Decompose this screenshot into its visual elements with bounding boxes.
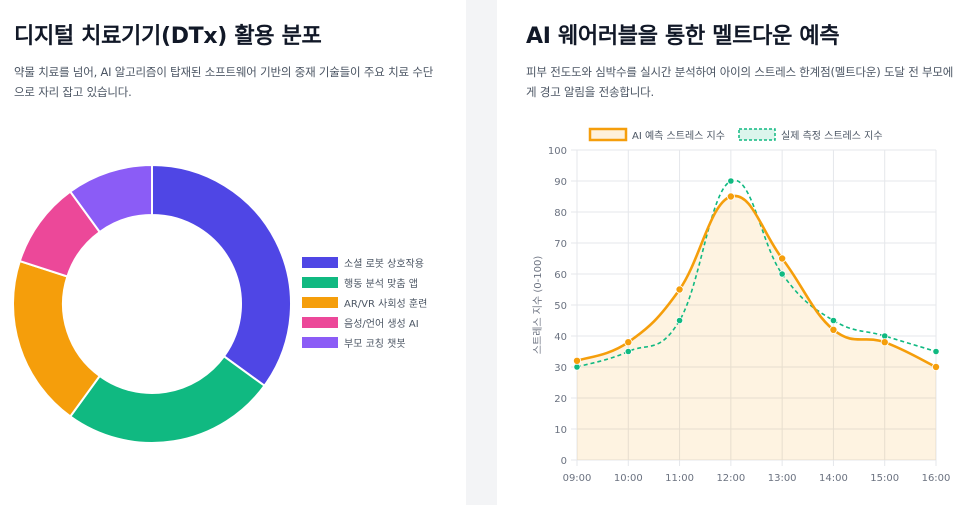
y-tick-label: 90: [554, 177, 567, 188]
x-tick-label: 09:00: [563, 473, 592, 484]
predicted-point-1: [573, 356, 582, 365]
actual-point-2: [624, 347, 632, 356]
legend-predicted-label: AI 예측 스트레스 지수: [632, 130, 725, 142]
predicted-point-8: [931, 362, 940, 371]
actual-point-8: [932, 347, 940, 356]
legend-actual-label: 실제 측정 스트레스 지수: [781, 130, 883, 142]
actual-point-3: [675, 316, 684, 325]
actual-point-4: [727, 177, 735, 185]
predicted-series-line: [576, 194, 937, 369]
legend-swatch-2: [302, 277, 338, 288]
actual-series-line: [576, 179, 937, 368]
predicted-point-7: [880, 338, 889, 347]
legend-predicted-swatch: [588, 127, 628, 142]
y-tick-label: 30: [554, 363, 567, 374]
meltdown-description: 피부 전도도와 심박수를 실시간 분석하여 아이의 스트레스 한계점(멜트다운)…: [526, 65, 954, 99]
y-tick-label: 20: [554, 394, 567, 405]
legend-swatch-1: [302, 257, 338, 268]
predicted-area-fill: [577, 195, 936, 461]
stress-line-chart: 0 10 20 30 40 50 60 70 80 90 100 09:00 10:00 11:00 12:…: [532, 127, 951, 484]
predicted-point-6: [829, 325, 838, 334]
y-tick-label: 100: [548, 146, 567, 157]
meltdown-title: AI 웨어러블을 통한 멜트다운 예측: [526, 24, 840, 49]
x-tick-label: 16:00: [922, 473, 951, 484]
actual-point-5: [778, 270, 786, 278]
distribution-description: 약물 치료를 넘어, AI 알고리즘이 탑재된 소프트웨어 기반의 중재 기술들…: [14, 65, 434, 99]
legend-label-4: 음성/언어 생성 AI: [344, 318, 419, 330]
x-tick-label: 12:00: [716, 473, 745, 484]
donut-slice-2: [68, 354, 266, 444]
legend-actual-swatch: [738, 128, 776, 141]
y-tick-label: 0: [561, 456, 567, 467]
y-tick-label: 60: [554, 270, 567, 281]
x-tick-label: 11:00: [665, 473, 694, 484]
donut-slice-3: [12, 259, 102, 418]
distribution-panel: 디지털 치료기기(DTx) 활용 분포 약물 치료를 넘어, AI 알고리즘이 …: [0, 0, 466, 505]
x-tick-label: 13:00: [768, 473, 797, 484]
actual-point-6: [829, 316, 838, 325]
meltdown-panel: AI 웨어러블을 통한 멜트다운 예측 피부 전도도와 심박수를 실시간 분석하…: [497, 0, 975, 505]
distribution-title: 디지털 치료기기(DTx) 활용 분포: [14, 24, 322, 49]
predicted-point-2: [624, 338, 633, 347]
y-tick-label: 40: [554, 332, 567, 343]
y-tick-label: 10: [554, 425, 567, 436]
x-tick-label: 15:00: [870, 473, 899, 484]
donut-slice-1: [151, 163, 292, 388]
legend-label-5: 부모 코칭 챗봇: [344, 338, 406, 350]
legend-label-3: AR/VR 사회성 훈련: [344, 297, 427, 310]
legend-label-1: 소셜 로봇 상호작용: [344, 258, 424, 270]
predicted-point-5: [778, 254, 787, 263]
predicted-point-4: [726, 192, 735, 201]
donut-slice-5: [68, 163, 153, 234]
y-tick-label: 80: [554, 208, 567, 219]
legend-swatch-4: [302, 317, 338, 328]
legend-swatch-3: [302, 297, 338, 308]
x-tick-label: 14:00: [819, 473, 848, 484]
y-tick-label: 70: [554, 239, 567, 250]
x-tick-label: 10:00: [614, 473, 643, 484]
y-axis-label: 스트레스 지수 (0-100): [532, 256, 544, 355]
y-tick-label: 50: [554, 301, 567, 312]
predicted-point-3: [675, 285, 684, 294]
legend-label-2: 행동 분석 맞춤 앱: [344, 278, 418, 290]
legend-swatch-5: [302, 337, 338, 348]
